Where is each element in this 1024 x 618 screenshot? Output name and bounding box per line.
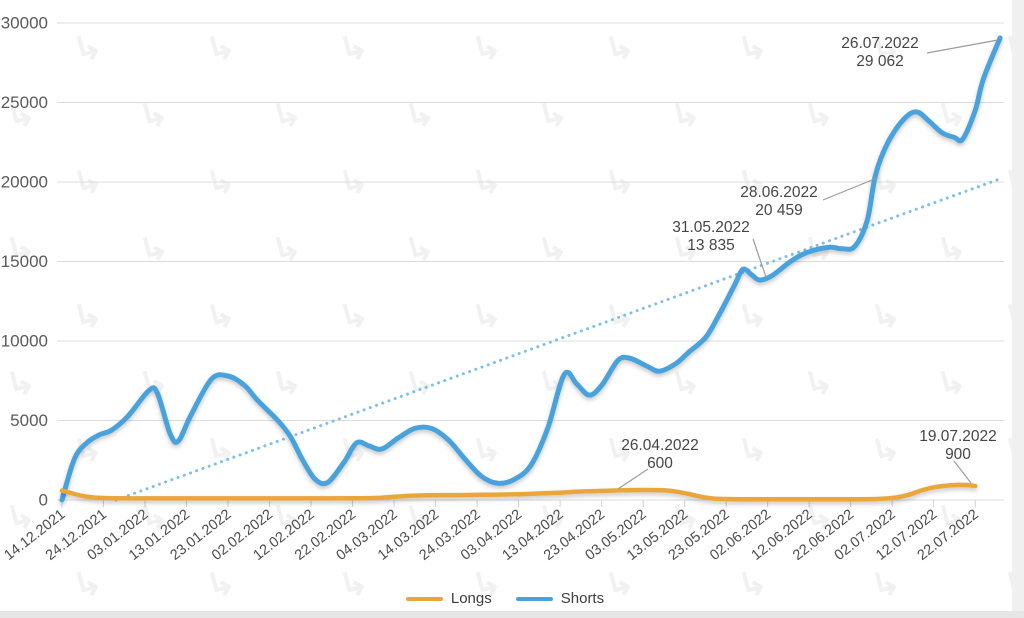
grid-layer [57, 22, 1004, 507]
watermark-glyph: ↳ [2, 362, 39, 406]
legend-label-longs: Longs [450, 590, 492, 607]
annotation-leader-line [822, 177, 878, 201]
series-layer [59, 35, 1003, 503]
watermark-glyph: ↳ [468, 295, 505, 339]
annotation-leader-line [617, 468, 649, 490]
legend-item-longs[interactable]: Longs [405, 590, 492, 607]
watermark-glyph: ↳ [2, 0, 39, 4]
watermark-glyph: ↳ [534, 0, 571, 4]
watermark-glyph: ↳ [69, 295, 106, 339]
watermark-glyph: ↳ [800, 362, 837, 406]
watermark-glyph: ↳ [401, 0, 438, 4]
watermark-glyph: ↳ [800, 94, 837, 138]
annotation-value-label: 13 835 [687, 237, 734, 254]
y-axis-tick-label: 0 [39, 491, 48, 510]
watermark-glyph: ↳ [534, 228, 571, 272]
longs-line[interactable] [59, 482, 978, 502]
watermark-glyph: ↳ [69, 161, 106, 205]
watermark-glyph: ↳ [401, 94, 438, 138]
bottom-edge-strip [0, 611, 1024, 618]
watermark-glyph: ↳ [933, 362, 970, 406]
annotation-leader-line [953, 460, 972, 484]
watermark-glyph: ↳ [468, 161, 505, 205]
y-axis-tick-label: 10000 [1, 332, 48, 351]
y-axis-tick-label: 25000 [1, 93, 48, 112]
watermark-glyph: ↳ [401, 362, 438, 406]
watermark-glyph: ↳ [534, 94, 571, 138]
shorts-line-swatch [515, 596, 553, 601]
legend: Longs Shorts [0, 590, 1010, 607]
watermark-glyph: ↳ [468, 27, 505, 71]
watermark-glyph: ↳ [268, 362, 305, 406]
annotation-date-label: 26.04.2022 [621, 437, 699, 454]
watermark-glyph: ↳ [335, 295, 372, 339]
watermark-glyph: ↳ [601, 27, 638, 71]
watermark-glyph: ↳ [135, 228, 172, 272]
watermark-glyph: ↳ [601, 161, 638, 205]
watermark-glyph: ↳ [135, 0, 172, 4]
watermark-glyph: ↳ [534, 362, 571, 406]
y-axis-tick-label: 20000 [1, 173, 48, 192]
watermark-glyph: ↳ [268, 94, 305, 138]
watermark-glyph: ↳ [867, 295, 904, 339]
watermark-glyph: ↳ [335, 27, 372, 71]
watermark-glyph: ↳ [401, 228, 438, 272]
annotation-leader-line [752, 238, 767, 278]
watermark-glyph: ↳ [667, 94, 704, 138]
watermark-glyph: ↳ [268, 0, 305, 4]
watermark-glyph: ↳ [734, 295, 771, 339]
right-edge-strip [1012, 0, 1024, 618]
y-axis-tick-label: 15000 [1, 252, 48, 271]
legend-item-shorts[interactable]: Shorts [515, 590, 605, 607]
watermark-glyph: ↳ [202, 161, 239, 205]
annotation-date-label: 26.07.2022 [841, 35, 919, 52]
watermark-glyph: ↳ [800, 0, 837, 4]
y-axis-tick-label: 5000 [10, 411, 48, 430]
watermark-glyph: ↳ [135, 94, 172, 138]
y-axis-tick-label: 30000 [1, 14, 48, 33]
annotation-value-label: 29 062 [856, 53, 903, 70]
longs-line-swatch [405, 596, 443, 601]
annotation-value-label: 600 [647, 455, 673, 472]
annotation-date-label: 28.06.2022 [740, 184, 818, 201]
trendline-line[interactable] [114, 177, 1002, 502]
watermark-glyph: ↳ [734, 27, 771, 71]
watermark-glyph: ↳ [933, 0, 970, 4]
annotation-date-label: 31.05.2022 [672, 219, 750, 236]
watermark-glyph: ↳ [69, 27, 106, 71]
watermark-glyph: ↳ [734, 429, 771, 473]
watermark-glyph: ↳ [268, 228, 305, 272]
watermark-glyph: ↳ [933, 228, 970, 272]
annotation-value-label: 900 [945, 446, 971, 463]
legend-label-shorts: Shorts [560, 590, 605, 607]
watermark-glyph: ↳ [867, 429, 904, 473]
watermark-glyph: ↳ [667, 0, 704, 4]
annotation-value-label: 20 459 [755, 202, 802, 219]
annotation-date-label: 19.07.2022 [919, 428, 997, 445]
watermark-glyph: ↳ [202, 27, 239, 71]
annotation-leader-line [926, 39, 999, 54]
watermark-glyph: ↳ [202, 295, 239, 339]
watermark-glyph: ↳ [335, 161, 372, 205]
shorts-line[interactable] [59, 35, 1003, 503]
